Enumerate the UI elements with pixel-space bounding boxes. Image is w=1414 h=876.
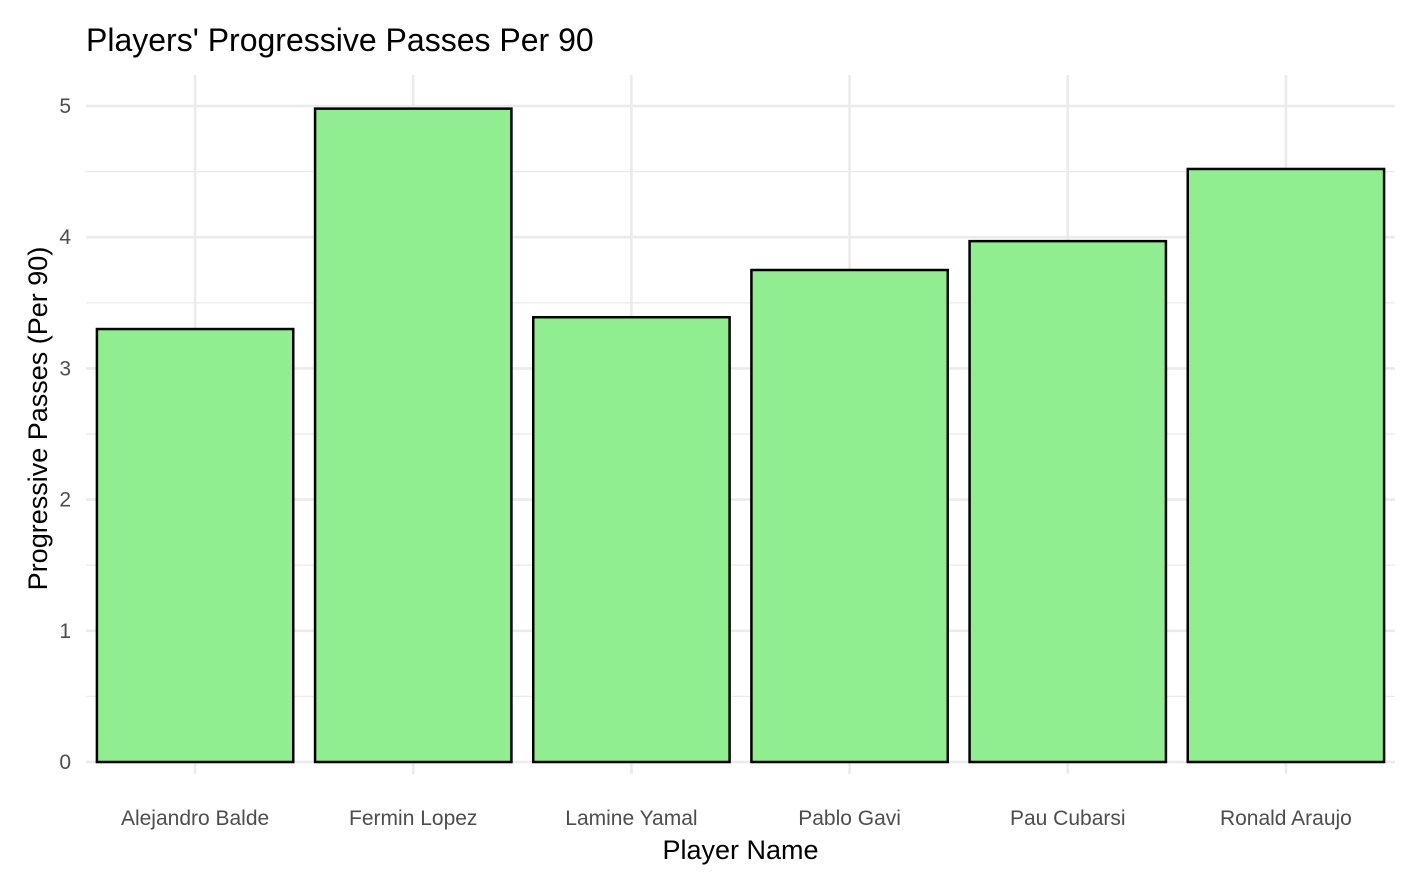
- x-tick-label: Fermin Lopez: [349, 807, 477, 830]
- y-tick-label: 2: [59, 489, 71, 512]
- y-tick-label: 4: [59, 226, 71, 249]
- y-axis-title: Progressive Passes (Per 90): [23, 247, 53, 591]
- bar-pau-cubarsi: [968, 239, 1168, 764]
- x-tick-label: Lamine Yamal: [565, 807, 697, 830]
- bar-alejandro-balde: [95, 327, 295, 764]
- chart-title: Players' Progressive Passes Per 90: [86, 22, 594, 58]
- x-tick-label: Pau Cubarsi: [1010, 807, 1126, 830]
- bar-ronald-araujo: [1186, 167, 1386, 764]
- y-tick-label: 1: [59, 620, 71, 643]
- bar-pablo-gavi: [750, 268, 950, 764]
- bar-fermin-lopez: [313, 107, 513, 764]
- y-tick-label: 3: [59, 357, 71, 380]
- x-tick-label: Ronald Araujo: [1220, 807, 1352, 830]
- x-tick-label: Pablo Gavi: [798, 807, 901, 830]
- bars: [95, 107, 1386, 764]
- y-tick-labels: 0 1 2 3 4 5: [59, 95, 71, 774]
- y-tick-label: 5: [59, 95, 71, 118]
- x-axis-title: Player Name: [662, 835, 818, 865]
- bar-lamine-yamal: [531, 315, 731, 764]
- x-tick-label: Alejandro Balde: [121, 807, 269, 830]
- x-tick-labels: Alejandro Balde Fermin Lopez Lamine Yamal P…: [121, 807, 1352, 830]
- y-tick-label: 0: [59, 751, 71, 774]
